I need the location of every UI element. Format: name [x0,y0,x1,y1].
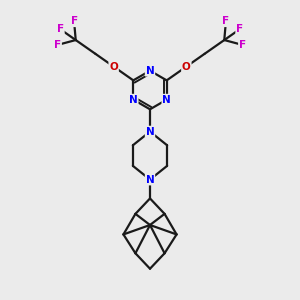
Text: F: F [236,24,243,34]
Text: N: N [129,94,138,105]
Text: N: N [146,127,154,136]
Text: F: F [222,16,230,26]
Text: F: F [70,16,78,26]
Text: O: O [109,61,118,72]
Text: N: N [162,94,171,105]
Text: F: F [54,40,61,50]
Text: O: O [182,61,191,72]
Text: N: N [146,175,154,184]
Text: N: N [146,66,154,76]
Text: F: F [57,24,64,34]
Text: F: F [239,40,246,50]
